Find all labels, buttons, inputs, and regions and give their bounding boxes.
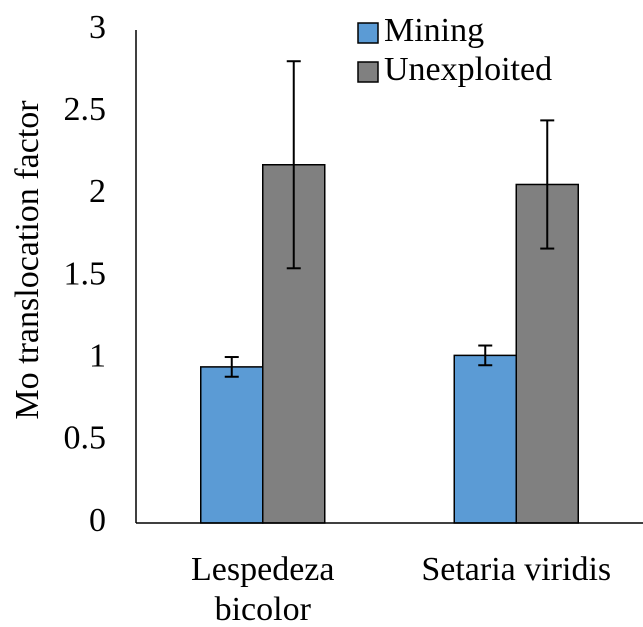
legend-label: Unexploited bbox=[384, 51, 552, 88]
y-tick-label: 0.5 bbox=[64, 420, 107, 457]
legend-label: Mining bbox=[384, 12, 484, 49]
y-tick-label: 1 bbox=[89, 337, 106, 374]
y-tick-label: 2.5 bbox=[64, 91, 107, 128]
x-tick-label: Setaria viridis bbox=[421, 551, 611, 588]
bar bbox=[200, 366, 264, 524]
legend-swatch bbox=[357, 61, 379, 83]
y-tick-label: 0 bbox=[89, 502, 106, 539]
y-axis-label: Mo translocation factor bbox=[9, 100, 46, 420]
error-bar bbox=[478, 344, 493, 367]
error-bar bbox=[224, 356, 239, 378]
error-bar bbox=[286, 60, 301, 270]
y-tick-label: 1.5 bbox=[64, 255, 107, 292]
y-tick-label: 3 bbox=[89, 9, 106, 46]
bar bbox=[453, 354, 517, 524]
error-bar bbox=[540, 119, 555, 250]
y-tick-label: 2 bbox=[89, 173, 106, 210]
x-tick-label: Lespedeza bicolor bbox=[191, 551, 334, 627]
legend-swatch bbox=[357, 22, 379, 44]
